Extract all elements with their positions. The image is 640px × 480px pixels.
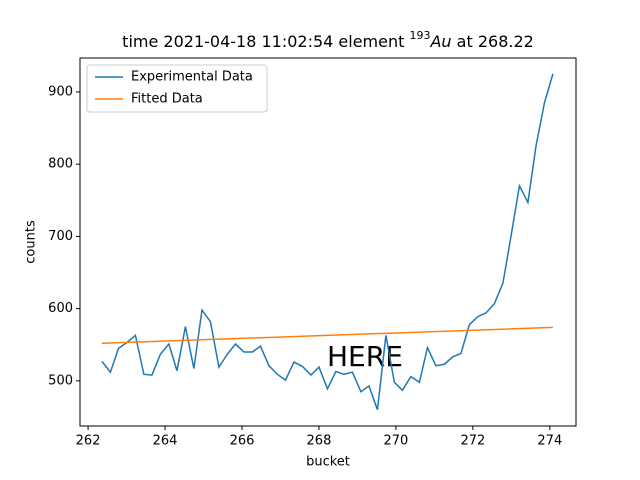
x-tick-label: 262 bbox=[76, 434, 101, 449]
data-line bbox=[101, 326, 553, 345]
title-text: time 2021-04-18 11:02:54 element bbox=[122, 32, 409, 51]
legend-label: Experimental Data bbox=[131, 70, 253, 85]
x-tick-label: 268 bbox=[307, 434, 332, 449]
legend-box bbox=[86, 64, 268, 113]
data-line bbox=[101, 73, 554, 410]
title-text: at 268.22 bbox=[452, 32, 534, 51]
y-tick-label: 800 bbox=[48, 157, 73, 172]
x-tick-label: 272 bbox=[460, 434, 485, 449]
plot-frame bbox=[79, 57, 577, 427]
y-tick-label: 900 bbox=[48, 84, 73, 99]
title-symbol: Au bbox=[429, 32, 451, 51]
legend-label: Fitted Data bbox=[131, 92, 203, 107]
y-tick-label: 600 bbox=[48, 301, 73, 316]
y-tick-label: 500 bbox=[48, 373, 73, 388]
y-axis-label: counts bbox=[24, 220, 39, 264]
x-tick-label: 264 bbox=[153, 434, 178, 449]
x-tick-label: 266 bbox=[230, 434, 255, 449]
x-tick-label: 274 bbox=[537, 434, 562, 449]
x-tick-label: 270 bbox=[384, 434, 409, 449]
x-axis-label: bucket bbox=[306, 455, 350, 470]
chart-title: time 2021-04-18 11:02:54 element 193Au a… bbox=[122, 29, 534, 51]
title-mass: 193 bbox=[409, 29, 430, 42]
y-tick-label: 700 bbox=[48, 229, 73, 244]
